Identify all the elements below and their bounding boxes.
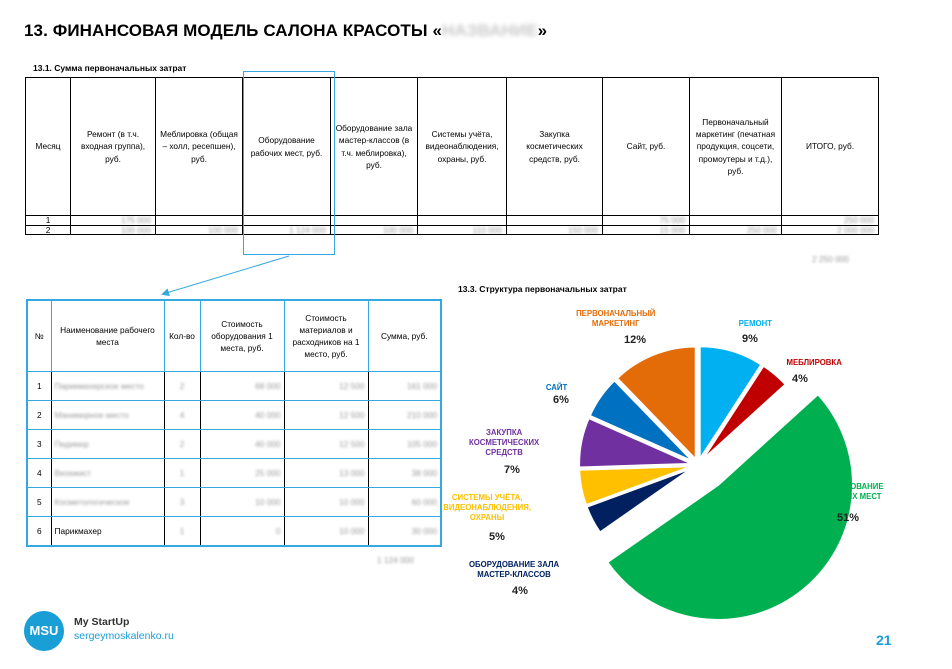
pie-slice <box>698 345 763 463</box>
table1-total: 2 250 000 <box>812 254 849 264</box>
page-title: 13. ФИНАНСОВАЯ МОДЕЛЬ САЛОНА КРАСОТЫ «НА… <box>24 21 548 40</box>
pie-percent: 12% <box>624 334 647 346</box>
col-header: ИТОГО, руб. <box>781 77 879 216</box>
pie-chart <box>578 345 854 621</box>
materials-cost-cell: 13 000 <box>283 458 369 488</box>
pie-label: СИСТЕМЫ УЧЁТА, ВИДЕОНАБЛЮДЕНИЯ, ОХРАНЫ <box>443 493 532 523</box>
pie-slice <box>578 465 693 507</box>
equip-cost-cell: 0 <box>199 516 285 547</box>
table1-caption: 13.1. Сумма первоначальных затрат <box>33 63 187 73</box>
num-cell: 3 <box>26 429 52 459</box>
num-cell: 2 <box>26 400 52 430</box>
col-header: Стоимость материалов и расходников на 1 … <box>283 299 369 372</box>
qty-cell: 3 <box>163 487 201 517</box>
col-header: Сумма, руб. <box>367 299 442 372</box>
sum-cell: 60 000 <box>367 487 442 517</box>
pie-slice <box>585 466 694 534</box>
materials-cost-cell: 10 000 <box>283 487 369 517</box>
materials-cost-cell: 12 500 <box>283 371 369 401</box>
col-header: Кол-во <box>163 299 201 372</box>
col-header: Первоначальный маркетинг (печатная проду… <box>689 77 782 216</box>
pie-slice <box>588 378 694 463</box>
col-header: № <box>26 299 52 372</box>
site-link[interactable]: sergeymoskalenko.ru <box>74 630 174 642</box>
pie-percent: 4% <box>512 585 528 597</box>
num-cell: 5 <box>26 487 52 517</box>
table-row: 4 Визажист 1 25 000 13 000 38 000 <box>26 458 442 488</box>
pie-slice <box>605 392 854 621</box>
sum-cell: 105 000 <box>367 429 442 459</box>
col-header: Стоимость оборудования 1 места, руб. <box>199 299 285 372</box>
name-cell: Визажист <box>50 458 165 488</box>
col-header: Ремонт (в т.ч. входная группа), руб. <box>70 77 156 216</box>
qty-cell: 2 <box>163 429 201 459</box>
highlight-box <box>243 71 335 255</box>
materials-cost-cell: 12 500 <box>283 400 369 430</box>
qty-cell: 4 <box>163 400 201 430</box>
costs-table: Месяц Ремонт (в т.ч. входная группа), руб… <box>25 77 879 235</box>
table-row: 3 Педикюр 2 40 000 12 500 105 000 <box>26 429 442 459</box>
name-cell: Педикюр <box>50 429 165 459</box>
equip-cost-cell: 10 000 <box>199 487 285 517</box>
num-cell: 6 <box>26 516 52 547</box>
name-cell: Парикмахер <box>50 516 165 547</box>
table-row: 2 Маникюрное место 4 40 000 12 500 210 000 <box>26 400 442 430</box>
num-cell: 4 <box>26 458 52 488</box>
sum-cell: 161 000 <box>367 371 442 401</box>
materials-cost-cell: 12 500 <box>283 429 369 459</box>
pie-label: ОБОРУДОВАНИЕ РАБОЧИХ МЕСТ <box>817 482 884 502</box>
name-cell: Маникюрное место <box>50 400 165 430</box>
pie-percent: 7% <box>504 464 520 476</box>
col-header: Наименование рабочего места <box>50 299 165 372</box>
pie-label: САЙТ <box>545 383 568 392</box>
materials-cost-cell: 10 000 <box>283 516 369 547</box>
pie-percent: 51% <box>837 512 860 524</box>
pie-percent: 5% <box>489 531 505 543</box>
qty-cell: 1 <box>163 458 201 488</box>
pie-label: ОБОРУДОВАНИЕ ЗАЛА МАСТЕР-КЛАССОВ <box>468 560 560 580</box>
equip-cost-cell: 40 000 <box>199 400 285 430</box>
blurred-name: НАЗВАНИЕ <box>442 21 538 40</box>
sum-cell: 38 000 <box>367 458 442 488</box>
pie-slice <box>615 345 697 462</box>
equip-cost-cell: 68 000 <box>199 371 285 401</box>
name-cell: Парикмахерское место <box>50 371 165 401</box>
pie-percent: 9% <box>742 333 758 345</box>
value-cell: 2 000 000 <box>781 224 879 235</box>
pie-label: РЕМОНТ <box>738 319 773 328</box>
qty-cell: 1 <box>163 516 201 547</box>
table-row: 5 Косметологическое 3 10 000 10 000 60 000 <box>26 487 442 517</box>
pie-slice <box>701 364 787 462</box>
value-cell: 250 000 <box>781 215 879 225</box>
brand-name: My StartUp <box>74 616 130 628</box>
workplaces-table: № Наименование рабочего места Кол-во Стоимо… <box>26 299 442 547</box>
sum-cell: 30 000 <box>367 516 442 547</box>
table2-total: 1 124 000 <box>377 555 414 565</box>
pie-label: ЗАКУПКА КОСМЕТИЧЕСКИХ СРЕДСТВ <box>468 428 540 458</box>
table-row: 1 175 000 75 000 250 000 <box>25 215 879 225</box>
table-row: 6 Парикмахер 1 0 10 000 30 000 <box>26 516 442 547</box>
col-header: Закупка косметических средств, руб. <box>506 77 603 216</box>
page-number: 21 <box>876 632 892 648</box>
pie-percent: 6% <box>553 394 569 406</box>
pie-slice <box>578 416 693 469</box>
col-header: Оборудование зала мастер-классов (в т.ч.… <box>330 77 418 216</box>
col-header: Оборудование рабочих мест, руб. <box>242 77 331 216</box>
num-cell: 1 <box>26 371 52 401</box>
qty-cell: 2 <box>163 371 201 401</box>
equip-cost-cell: 40 000 <box>199 429 285 459</box>
chart-title: 13.3. Структура первоначальных затрат <box>458 284 627 294</box>
pie-percent: 4% <box>792 373 808 385</box>
name-cell: Косметологическое <box>50 487 165 517</box>
pie-label: МЕБЛИРОВКА <box>786 358 842 367</box>
equip-cost-cell: 25 000 <box>199 458 285 488</box>
pie-label: ПЕРВОНАЧАЛЬНЫЙ МАРКЕТИНГ <box>576 309 656 329</box>
sum-cell: 210 000 <box>367 400 442 430</box>
table-row: 1 Парикмахерское место 2 68 000 12 500 161 00… <box>26 371 442 401</box>
msu-logo: MSU <box>24 611 64 651</box>
